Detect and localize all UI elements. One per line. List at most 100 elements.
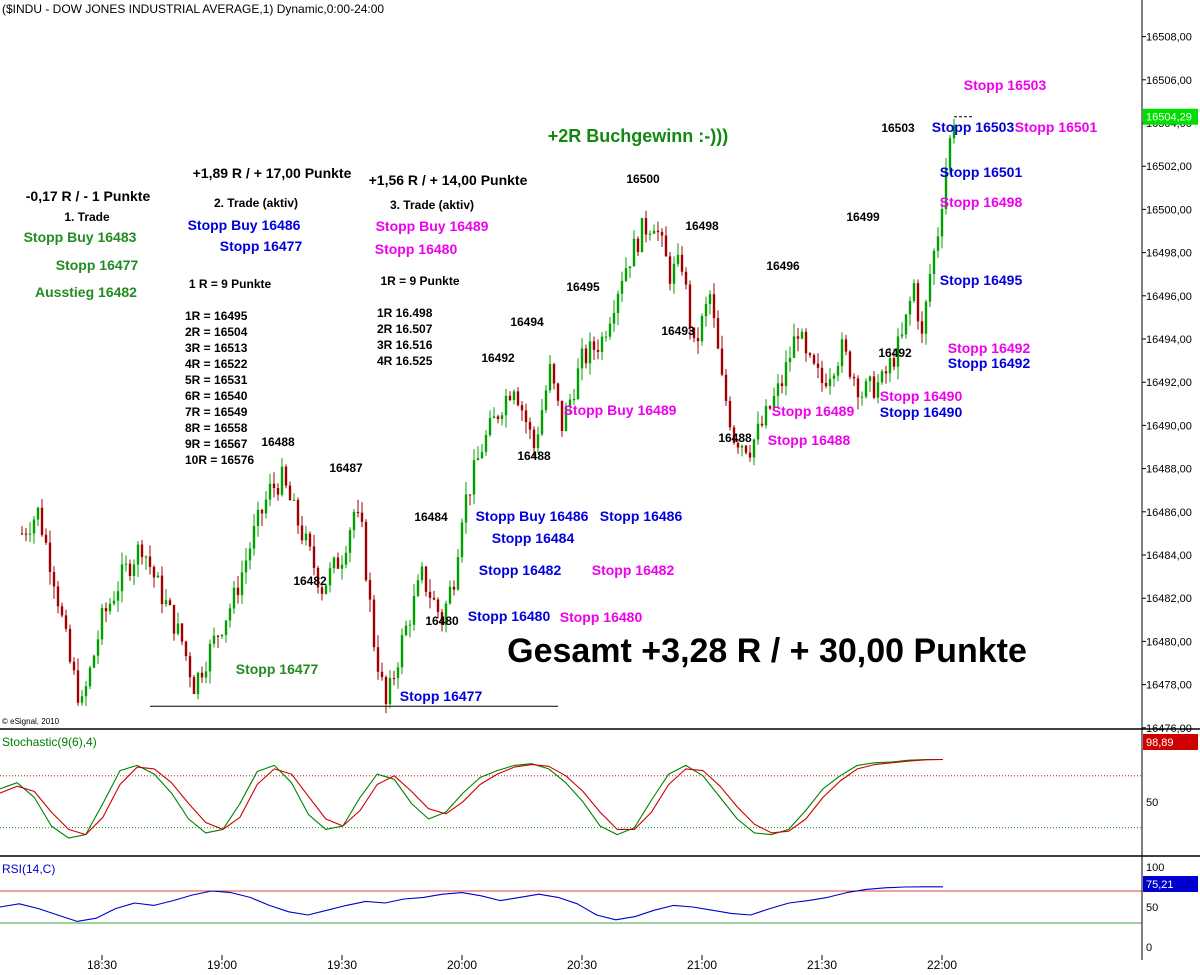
stoch-d-line[interactable] <box>0 758 944 836</box>
candle[interactable] <box>156 572 160 578</box>
candle[interactable] <box>56 580 60 614</box>
candle[interactable] <box>496 414 500 424</box>
candle[interactable] <box>76 658 80 706</box>
candle[interactable] <box>92 654 96 669</box>
candle[interactable] <box>228 603 232 628</box>
candle[interactable] <box>260 508 264 526</box>
stochastic-panel[interactable] <box>0 758 1142 839</box>
candle[interactable] <box>72 657 76 675</box>
candle[interactable] <box>796 328 800 352</box>
candle[interactable] <box>376 635 380 680</box>
candle[interactable] <box>816 353 820 379</box>
candle[interactable] <box>348 527 352 563</box>
candle[interactable] <box>168 598 172 606</box>
candle[interactable] <box>840 332 844 373</box>
candle[interactable] <box>420 562 424 584</box>
candle[interactable] <box>792 323 796 358</box>
candle[interactable] <box>224 620 228 643</box>
candle[interactable] <box>244 547 248 584</box>
candle[interactable] <box>248 542 252 570</box>
candle[interactable] <box>884 365 888 384</box>
candle[interactable] <box>572 388 576 406</box>
candle[interactable] <box>292 493 296 501</box>
candle[interactable] <box>652 224 656 235</box>
candle[interactable] <box>700 313 704 346</box>
candle[interactable] <box>272 472 276 498</box>
candle[interactable] <box>412 583 416 631</box>
candle[interactable] <box>516 387 520 407</box>
candle[interactable] <box>368 572 372 613</box>
candle[interactable] <box>752 438 756 466</box>
candle[interactable] <box>668 252 672 291</box>
candle[interactable] <box>628 266 632 278</box>
candle[interactable] <box>424 565 428 597</box>
candle[interactable] <box>828 368 832 395</box>
candle[interactable] <box>560 400 564 437</box>
candle[interactable] <box>200 666 204 683</box>
candle[interactable] <box>164 588 168 608</box>
candle[interactable] <box>68 624 72 664</box>
candle[interactable] <box>120 552 124 603</box>
candle[interactable] <box>724 369 728 406</box>
candle[interactable] <box>612 300 616 332</box>
candle[interactable] <box>888 347 892 383</box>
candle[interactable] <box>748 445 752 462</box>
candle[interactable] <box>704 296 708 327</box>
candle[interactable] <box>160 566 164 614</box>
candle[interactable] <box>380 662 384 681</box>
candle[interactable] <box>288 481 292 501</box>
candle[interactable] <box>524 403 528 434</box>
candle[interactable] <box>396 662 400 689</box>
candle[interactable] <box>96 630 100 665</box>
candle[interactable] <box>564 402 568 432</box>
candle[interactable] <box>432 590 436 601</box>
candle[interactable] <box>732 425 736 445</box>
candle[interactable] <box>552 362 556 390</box>
candle[interactable] <box>220 634 224 639</box>
candle[interactable] <box>672 256 676 294</box>
candle[interactable] <box>152 565 156 588</box>
candle[interactable] <box>760 415 764 428</box>
candle[interactable] <box>124 555 128 572</box>
candle[interactable] <box>656 221 660 242</box>
candle[interactable] <box>800 328 804 340</box>
candle[interactable] <box>544 384 548 414</box>
candle[interactable] <box>776 374 780 408</box>
candle[interactable] <box>632 230 636 267</box>
candle[interactable] <box>756 411 760 445</box>
candle[interactable] <box>44 528 48 545</box>
candle[interactable] <box>448 580 452 605</box>
candle[interactable] <box>812 353 816 366</box>
candle[interactable] <box>360 502 364 528</box>
candle[interactable] <box>588 332 592 375</box>
candle[interactable] <box>920 311 924 344</box>
candle[interactable] <box>728 396 732 431</box>
candle[interactable] <box>144 555 148 570</box>
candle[interactable] <box>696 327 700 354</box>
candle[interactable] <box>388 670 392 709</box>
candle[interactable] <box>536 426 540 454</box>
candle[interactable] <box>896 328 900 380</box>
candle[interactable] <box>940 198 944 249</box>
candle[interactable] <box>852 373 856 387</box>
candle[interactable] <box>88 665 92 690</box>
candle[interactable] <box>636 236 640 256</box>
candle[interactable] <box>692 327 696 343</box>
candle[interactable] <box>104 602 108 623</box>
candle[interactable] <box>64 609 68 632</box>
candle[interactable] <box>780 374 784 394</box>
candle[interactable] <box>480 443 484 459</box>
candle[interactable] <box>948 134 952 175</box>
candle[interactable] <box>312 534 316 576</box>
candle[interactable] <box>784 350 788 396</box>
candle[interactable] <box>60 602 64 618</box>
candle[interactable] <box>764 399 768 429</box>
candle[interactable] <box>608 316 612 340</box>
candle[interactable] <box>928 263 932 308</box>
candle[interactable] <box>444 600 448 633</box>
candle[interactable] <box>36 506 40 526</box>
candle[interactable] <box>172 604 176 641</box>
candle[interactable] <box>204 661 208 684</box>
candle[interactable] <box>240 560 244 604</box>
candlestick-series[interactable] <box>20 118 956 714</box>
